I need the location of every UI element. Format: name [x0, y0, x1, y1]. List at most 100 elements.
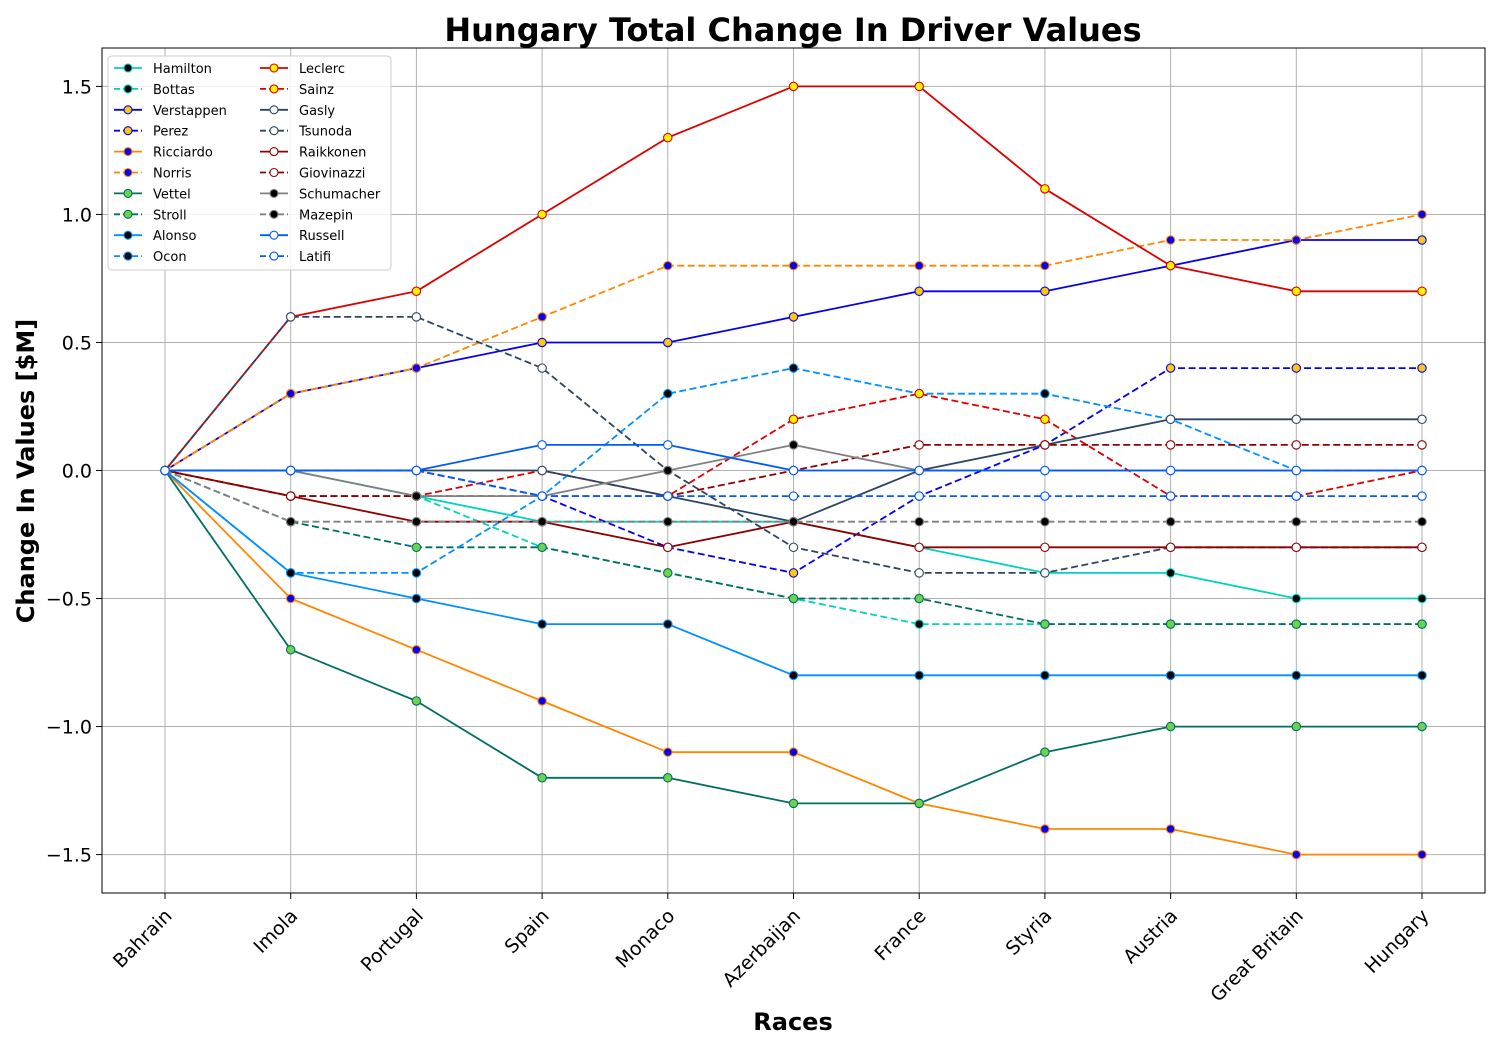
data-point-ricciardo [1165, 824, 1176, 834]
data-point-latifi [285, 465, 296, 476]
legend-label-latifi: Latifi [299, 250, 331, 265]
data-point-mazepin [663, 516, 673, 527]
data-point-ricciardo [788, 747, 799, 757]
data-point-vettel [1417, 721, 1427, 732]
data-point-norris [537, 312, 547, 322]
data-point-alonso [411, 593, 422, 604]
legend-marker-giovinazzi [269, 167, 279, 178]
legend-label-norris: Norris [153, 167, 192, 182]
data-point-latifi [160, 465, 170, 476]
data-point-ricciardo [1417, 849, 1427, 860]
data-point-sainz [1040, 414, 1050, 425]
data-point-leclerc [1040, 184, 1050, 194]
series-mazepin [160, 465, 1427, 527]
legend-label-gasly: Gasly [299, 104, 335, 119]
data-point-russell [1417, 465, 1427, 476]
data-point-stroll [663, 568, 673, 578]
legend-marker-bottas [123, 84, 133, 94]
legend-marker-alonso [123, 230, 133, 240]
legend-label-raikkonen: Raikkonen [299, 146, 366, 161]
data-point-verstappen [537, 337, 547, 348]
series-lines [160, 81, 1427, 860]
data-point-ricciardo [285, 593, 296, 604]
data-point-alonso [663, 619, 673, 629]
data-point-latifi [663, 491, 673, 501]
data-point-vettel [537, 773, 547, 783]
x-axis-label: Races [753, 1008, 832, 1036]
legend-label-hamilton: Hamilton [153, 62, 212, 77]
data-point-vettel [914, 798, 924, 809]
chart-title: Hungary Total Change In Driver Values [444, 11, 1141, 49]
data-point-leclerc [537, 209, 547, 220]
data-point-gasly [1165, 414, 1176, 425]
data-point-norris [1291, 235, 1302, 245]
data-point-ricciardo [1040, 824, 1050, 834]
data-point-tsunoda [1040, 568, 1050, 578]
data-point-perez [1165, 363, 1176, 373]
y-tick-label: 1.5 [62, 76, 92, 98]
legend-label-ocon: Ocon [153, 250, 187, 265]
data-point-leclerc [411, 286, 422, 297]
legend-label-leclerc: Leclerc [299, 62, 345, 77]
data-point-vettel [1040, 747, 1050, 757]
data-point-perez [1417, 363, 1427, 373]
data-point-alonso [914, 670, 924, 681]
data-point-leclerc [1417, 286, 1427, 297]
data-point-verstappen [1040, 286, 1050, 297]
data-point-norris [914, 260, 924, 271]
data-point-ocon [411, 568, 422, 578]
y-axis-label: Change In Values [$M] [12, 319, 40, 623]
data-point-norris [663, 260, 673, 271]
data-point-russell [1165, 465, 1176, 476]
data-point-norris [285, 388, 296, 399]
data-point-leclerc [914, 81, 924, 92]
data-point-alonso [788, 670, 799, 681]
legend-marker-russell [269, 230, 279, 240]
data-point-tsunoda [411, 312, 422, 322]
data-point-vettel [788, 798, 799, 809]
data-point-latifi [914, 491, 924, 501]
y-tick-label: −1.0 [46, 717, 92, 739]
legend-marker-perez [123, 126, 133, 136]
data-point-schumacher [411, 491, 422, 501]
legend-label-russell: Russell [299, 229, 344, 244]
legend-label-sainz: Sainz [299, 83, 334, 98]
legend-label-ricciardo: Ricciardo [153, 146, 213, 161]
data-point-ricciardo [537, 696, 547, 706]
data-point-tsunoda [537, 363, 547, 373]
series-norris [160, 209, 1427, 476]
legend-marker-vettel [123, 188, 133, 198]
data-point-giovinazzi [914, 440, 924, 450]
data-point-vettel [411, 696, 422, 706]
y-ticks: −1.5 −1.0 −0.5 0.0 0.5 1.0 1.5 [46, 76, 102, 867]
legend-label-tsunoda: Tsunoda [298, 125, 352, 140]
legend-marker-sainz [269, 84, 279, 94]
data-point-gasly [1417, 414, 1427, 425]
data-point-giovinazzi [1417, 440, 1427, 450]
data-point-verstappen [914, 286, 924, 297]
data-point-mazepin [1040, 516, 1050, 527]
data-point-ocon [285, 568, 296, 578]
data-point-norris [1040, 260, 1050, 271]
data-point-russell [1040, 465, 1050, 476]
data-point-gasly [1291, 414, 1302, 425]
data-point-stroll [537, 542, 547, 553]
data-point-raikkonen [1040, 542, 1050, 553]
data-point-raikkonen [1417, 542, 1427, 553]
legend-marker-latifi [269, 251, 279, 261]
legend-label-perez: Perez [153, 125, 188, 140]
data-point-mazepin [788, 516, 799, 527]
data-point-tsunoda [788, 542, 799, 553]
data-point-tsunoda [285, 312, 296, 322]
legend-marker-verstappen [123, 105, 133, 115]
data-point-stroll [1165, 619, 1176, 629]
data-point-giovinazzi [1291, 440, 1302, 450]
data-point-perez [788, 568, 799, 578]
legend-box [107, 55, 392, 271]
data-point-perez [1291, 363, 1302, 373]
data-point-stroll [914, 593, 924, 604]
data-point-russell [1291, 465, 1302, 476]
data-point-alonso [1291, 670, 1302, 681]
